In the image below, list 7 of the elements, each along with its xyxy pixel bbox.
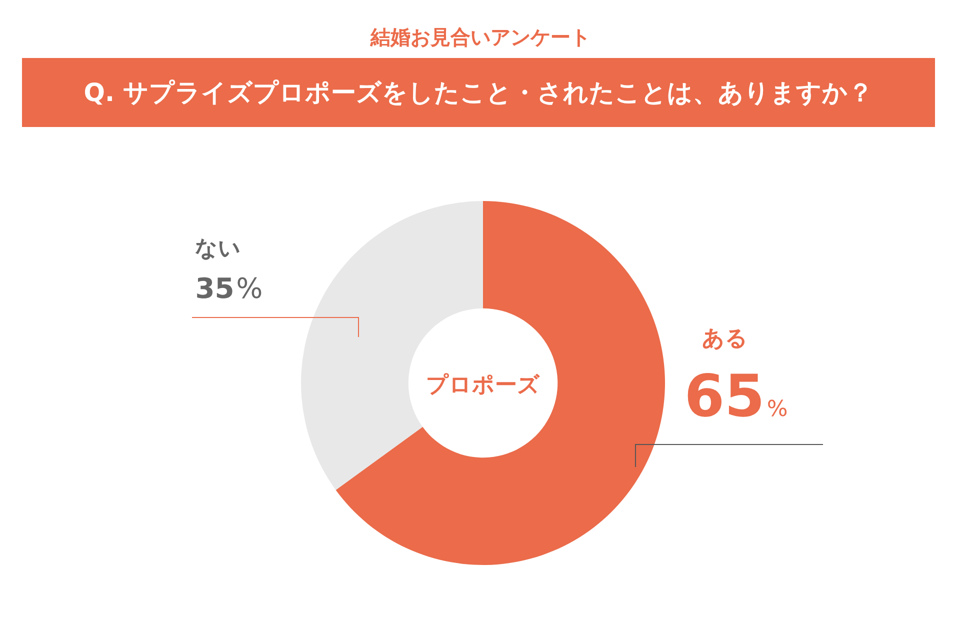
chart-subtitle: Q. サプライズプロポーズをしたこと・されたことは、ありますか？ <box>22 58 935 127</box>
slice-label: ある <box>702 326 748 352</box>
slice-label: ない <box>195 236 241 262</box>
text: プロポーズ <box>425 372 541 400</box>
data-label: 35% <box>195 272 263 306</box>
chart-title: 結婚お見合いアンケート <box>369 24 592 51</box>
data-label: 65% <box>684 362 788 430</box>
